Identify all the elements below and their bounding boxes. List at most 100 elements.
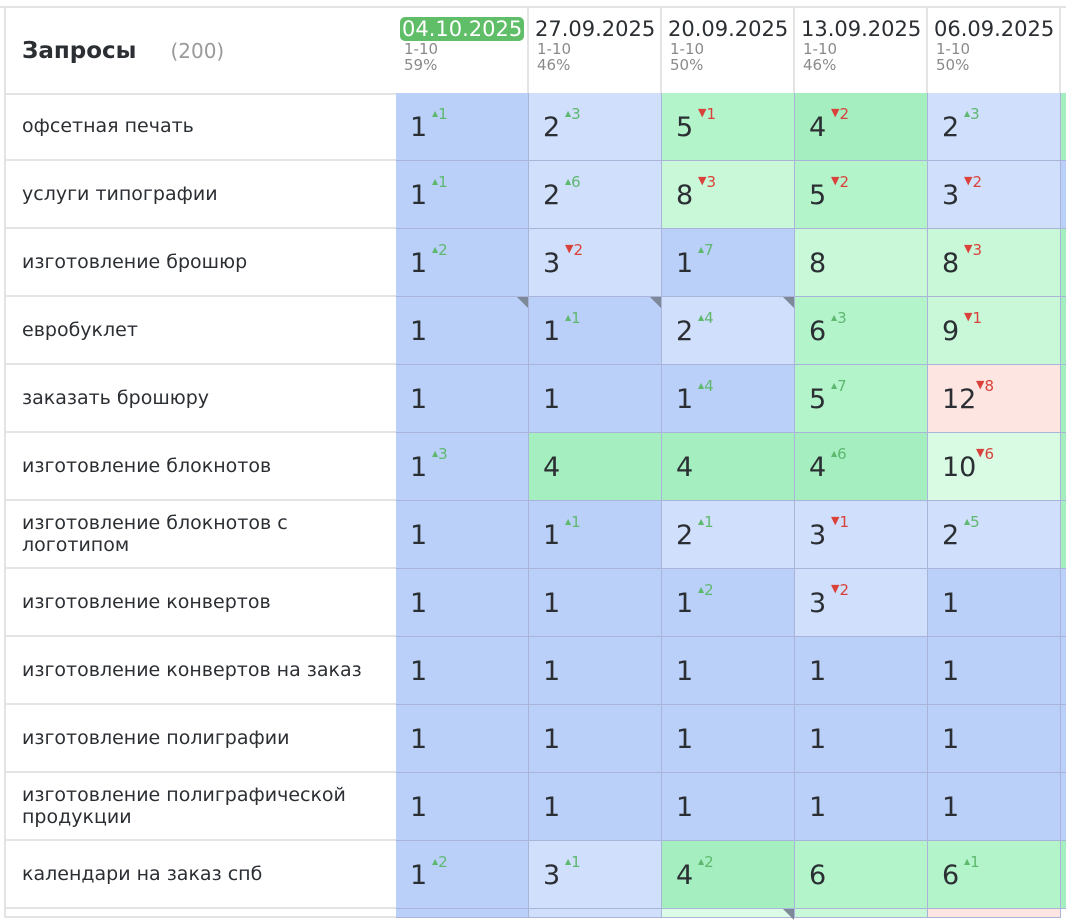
- column-date[interactable]: 27.09.2025: [535, 17, 656, 41]
- position-cell[interactable]: 1: [529, 705, 662, 773]
- position-cell[interactable]: 1: [795, 637, 928, 705]
- position-cell[interactable]: 4 ▲2: [662, 841, 795, 909]
- position-cell[interactable]: 4 ▼2: [795, 93, 928, 161]
- position-cell[interactable]: 5 ▼1: [662, 93, 795, 161]
- query-label[interactable]: изготовление блокнотов: [4, 433, 396, 501]
- position-cell[interactable]: 1 ▲2: [662, 569, 795, 637]
- arrow-up-icon: ▲: [698, 245, 705, 254]
- position-cell[interactable]: 2 ▲6: [529, 161, 662, 229]
- position-cell[interactable]: 4: [529, 433, 662, 501]
- position-cell-partial: [529, 909, 662, 918]
- position-cell[interactable]: 2 ▲3: [928, 93, 1061, 161]
- arrow-down-icon: ▼: [964, 310, 973, 323]
- position-cell[interactable]: 1: [396, 705, 529, 773]
- position-cell[interactable]: 1: [396, 297, 529, 365]
- position-cell[interactable]: 6: [795, 841, 928, 909]
- note-corner-icon[interactable]: [517, 297, 528, 308]
- query-label[interactable]: изготовление конвертов: [4, 569, 396, 637]
- column-date[interactable]: 06.09.2025: [934, 17, 1055, 41]
- query-label[interactable]: изготовление полиграфической продукции: [4, 773, 396, 841]
- query-label[interactable]: изготовление полиграфии: [4, 705, 396, 773]
- note-corner-icon[interactable]: [783, 909, 794, 920]
- position-cell[interactable]: 1: [396, 569, 529, 637]
- position-cell[interactable]: 9 ▼1: [928, 297, 1061, 365]
- position-cell[interactable]: 4: [662, 433, 795, 501]
- position-cell[interactable]: 1: [529, 773, 662, 841]
- position-cell[interactable]: 12 ▼8: [928, 365, 1061, 433]
- arrow-up-icon: ▲: [964, 517, 971, 526]
- position-cell[interactable]: 1: [928, 773, 1061, 841]
- column-date[interactable]: 20.09.2025: [668, 17, 789, 41]
- column-header[interactable]: 27.09.2025 1-10 46%: [529, 8, 662, 95]
- position-value: 1: [543, 656, 561, 687]
- position-cell[interactable]: 1: [662, 773, 795, 841]
- column-header[interactable]: 04.10.2025 1-10 59%: [396, 8, 529, 95]
- position-cell[interactable]: 1 ▲1: [396, 161, 529, 229]
- query-label[interactable]: изготовление блокнотов с логотипом: [4, 501, 396, 569]
- position-cell[interactable]: 1: [795, 705, 928, 773]
- position-cell[interactable]: 1 ▲3: [396, 433, 529, 501]
- position-cell[interactable]: 2 ▲1: [662, 501, 795, 569]
- arrow-down-icon: ▼: [976, 378, 985, 391]
- arrow-up-icon: ▲: [831, 449, 838, 458]
- position-cell[interactable]: 8: [795, 229, 928, 297]
- position-cell[interactable]: 8 ▼3: [928, 229, 1061, 297]
- position-value: 8: [676, 180, 694, 211]
- position-cell[interactable]: 1: [529, 365, 662, 433]
- position-cell[interactable]: 6 ▲1: [928, 841, 1061, 909]
- query-label[interactable]: услуги типографии: [4, 161, 396, 229]
- column-header[interactable]: 13.09.2025 1-10 46%: [795, 8, 928, 95]
- column-date[interactable]: 04.10.2025: [400, 17, 525, 41]
- column-header[interactable]: 06.09.2025 1-10 50%: [928, 8, 1061, 95]
- query-label[interactable]: изготовление брошюр: [4, 229, 396, 297]
- position-cell[interactable]: 1 ▲2: [396, 229, 529, 297]
- position-cell[interactable]: 1 ▲1: [529, 501, 662, 569]
- column-date[interactable]: 13.09.2025: [801, 17, 922, 41]
- column-range: 1-10: [537, 40, 572, 58]
- position-cell[interactable]: 1 ▲1: [396, 93, 529, 161]
- position-value: 3: [942, 180, 960, 211]
- position-cell[interactable]: 1: [795, 773, 928, 841]
- query-label[interactable]: календари на заказ спб: [4, 841, 396, 909]
- position-cell[interactable]: 10 ▼6: [928, 433, 1061, 501]
- position-cell[interactable]: 1 ▲7: [662, 229, 795, 297]
- query-label[interactable]: евробуклет: [4, 297, 396, 365]
- position-cell[interactable]: 1: [928, 705, 1061, 773]
- query-label[interactable]: заказать брошюру: [4, 365, 396, 433]
- position-cell[interactable]: 1: [529, 569, 662, 637]
- position-cell[interactable]: 1: [529, 637, 662, 705]
- position-cell-partial: [1061, 433, 1066, 501]
- position-cell[interactable]: 1: [928, 637, 1061, 705]
- position-cell[interactable]: 1 ▲4: [662, 365, 795, 433]
- position-cell[interactable]: 6 ▲3: [795, 297, 928, 365]
- position-cell[interactable]: 4 ▲6: [795, 433, 928, 501]
- position-cell[interactable]: 3 ▼1: [795, 501, 928, 569]
- position-cell[interactable]: 1: [662, 705, 795, 773]
- change-value: 3: [837, 309, 847, 327]
- note-corner-icon[interactable]: [783, 297, 794, 308]
- position-cell[interactable]: 1 ▲1: [529, 297, 662, 365]
- position-cell[interactable]: 2 ▲4: [662, 297, 795, 365]
- position-cell[interactable]: 1: [396, 501, 529, 569]
- position-cell[interactable]: 8 ▼3: [662, 161, 795, 229]
- query-label[interactable]: офсетная печать: [4, 93, 396, 161]
- position-value: 1: [410, 588, 428, 619]
- position-cell[interactable]: 3 ▲1: [529, 841, 662, 909]
- position-cell[interactable]: 5 ▲7: [795, 365, 928, 433]
- query-label[interactable]: изготовление конвертов на заказ: [4, 637, 396, 705]
- position-cell[interactable]: 2 ▲5: [928, 501, 1061, 569]
- position-cell[interactable]: 3 ▼2: [529, 229, 662, 297]
- position-cell[interactable]: 2 ▲3: [529, 93, 662, 161]
- column-header[interactable]: 20.09.2025 1-10 50%: [662, 8, 795, 95]
- position-cell[interactable]: 5 ▼2: [795, 161, 928, 229]
- position-cell[interactable]: 1 ▲2: [396, 841, 529, 909]
- position-cell[interactable]: 1: [396, 773, 529, 841]
- position-value: 1: [410, 520, 428, 551]
- position-cell[interactable]: 3 ▼2: [795, 569, 928, 637]
- position-cell[interactable]: 1: [396, 637, 529, 705]
- note-corner-icon[interactable]: [650, 297, 661, 308]
- position-cell[interactable]: 1: [396, 365, 529, 433]
- position-cell[interactable]: 3 ▼2: [928, 161, 1061, 229]
- position-cell[interactable]: 1: [662, 637, 795, 705]
- position-cell[interactable]: 1: [928, 569, 1061, 637]
